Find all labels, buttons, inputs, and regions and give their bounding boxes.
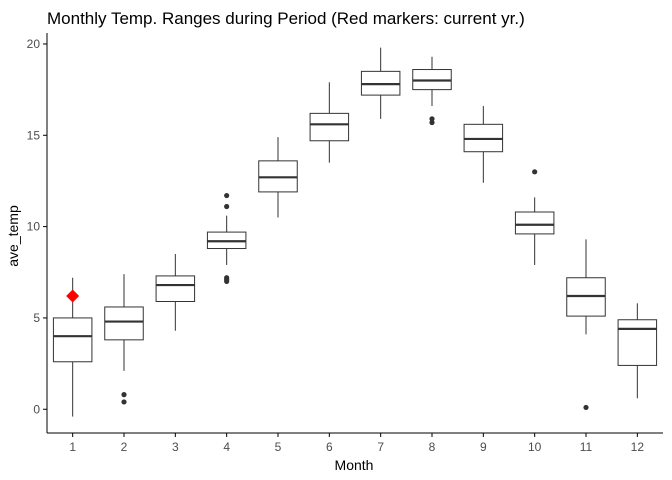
x-tick-label-10: 10	[528, 440, 542, 454]
x-tick-label-4: 4	[223, 440, 230, 454]
y-tick-label-20: 20	[27, 37, 41, 51]
iqr-box-month-6	[309, 112, 350, 142]
outlier-point-month-2-1	[121, 392, 127, 398]
box-month-5	[258, 137, 298, 218]
iqr-box-month-1	[52, 317, 93, 363]
y-tick-label-0: 0	[33, 402, 40, 416]
x-tick-label-11: 11	[580, 440, 593, 454]
iqr-box-month-12	[617, 319, 658, 366]
x-tick-label-6: 6	[326, 440, 333, 454]
x-tick-label-9: 9	[480, 440, 487, 454]
outlier-point-month-8-1	[429, 116, 435, 122]
outlier-point-month-2-0	[121, 399, 127, 405]
box-month-7	[360, 47, 401, 119]
x-tick-label-7: 7	[377, 440, 384, 454]
outlier-point-month-4-2	[224, 275, 230, 281]
box-month-3	[155, 254, 196, 331]
outlier-point-month-8-0	[429, 119, 435, 126]
boxes-group	[52, 47, 658, 417]
box-month-12	[617, 303, 658, 399]
x-tick-label-8: 8	[429, 440, 436, 454]
box-month-11	[566, 239, 606, 411]
x-axis-title: Month	[335, 457, 374, 473]
x-tick-label-1: 1	[69, 440, 76, 454]
iqr-box-month-10	[514, 211, 555, 235]
outlier-point-month-11-0	[583, 404, 589, 411]
box-month-6	[309, 82, 350, 163]
x-tick-label-3: 3	[172, 440, 179, 454]
box-month-9	[463, 106, 504, 183]
box-month-1	[52, 277, 93, 417]
y-tick-label-5: 5	[33, 311, 40, 325]
x-tick-label-2: 2	[121, 440, 128, 454]
iqr-box-month-3	[155, 275, 196, 302]
box-month-4	[206, 192, 247, 285]
y-axis-title: ave_temp	[5, 205, 21, 267]
x-tick-label-12: 12	[631, 440, 645, 454]
y-tick-label-15: 15	[27, 128, 41, 142]
box-month-10	[514, 169, 555, 265]
outlier-point-month-4-4	[224, 192, 230, 199]
iqr-box-month-2	[104, 306, 144, 341]
current-year-markers-group	[66, 289, 80, 303]
chart-title: Monthly Temp. Ranges during Period (Red …	[47, 9, 525, 28]
y-tick-label-10: 10	[27, 220, 41, 234]
outlier-point-month-10-0	[532, 169, 538, 175]
outlier-point-month-4-3	[224, 203, 230, 210]
box-month-2	[104, 274, 144, 405]
box-month-8	[412, 56, 452, 126]
current-year-marker-month-1	[66, 289, 80, 303]
x-tick-label-5: 5	[275, 440, 282, 454]
